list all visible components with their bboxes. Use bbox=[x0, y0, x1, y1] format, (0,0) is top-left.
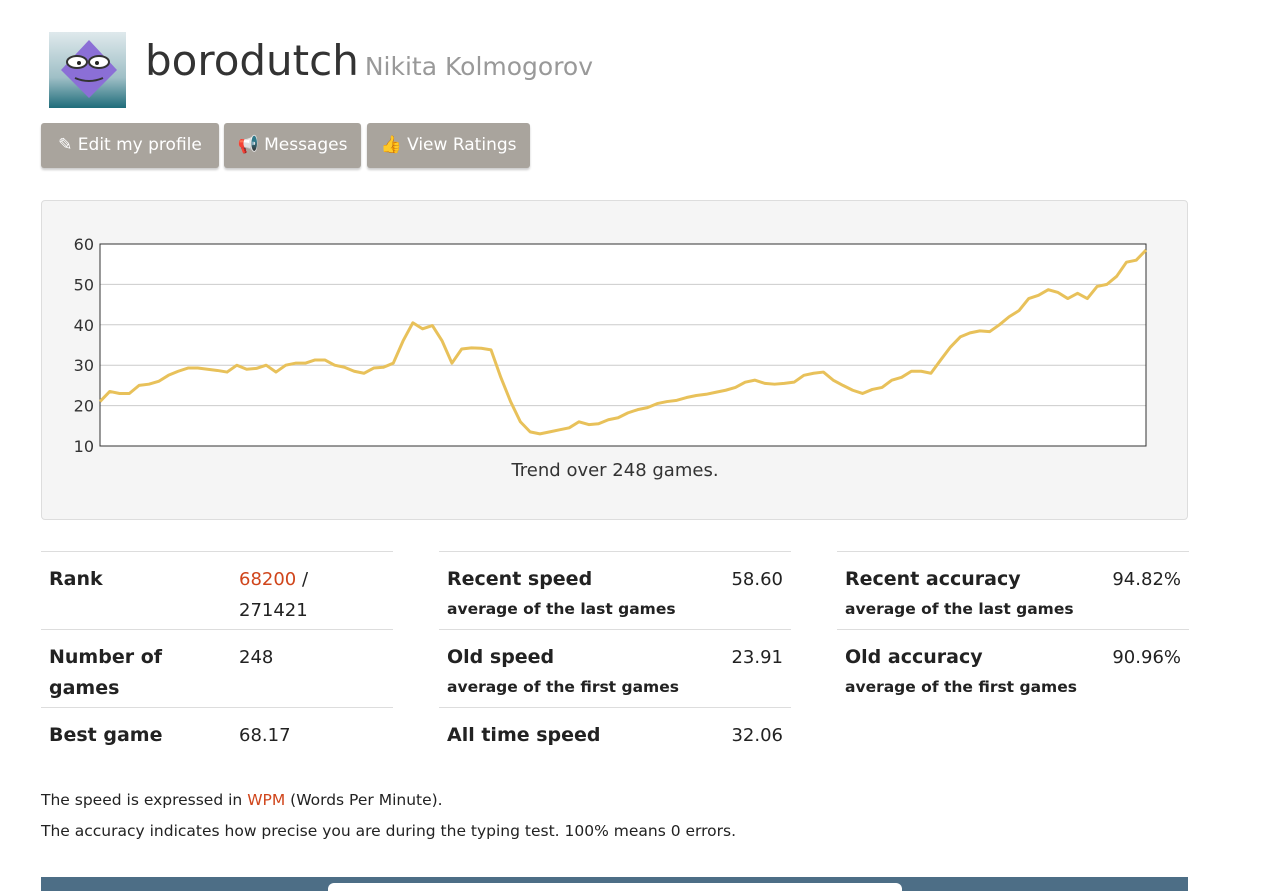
rank-total: 271421 bbox=[239, 600, 308, 621]
stat-label: Best game bbox=[49, 724, 163, 746]
stat-row: Number of games 248 bbox=[41, 629, 393, 707]
stat-label: Old speed bbox=[447, 646, 555, 668]
stat-row: Old speed average of the first games 23.91 bbox=[439, 629, 791, 707]
stat-label: Number of games bbox=[49, 646, 163, 699]
stat-value: 58.60 bbox=[731, 569, 783, 590]
stats-column: Rank 68200 / 271421 Number of games 248 Be… bbox=[41, 551, 393, 785]
plot-border bbox=[99, 243, 1147, 447]
stat-value: 248 bbox=[239, 647, 274, 668]
button-label: Edit my profile bbox=[77, 135, 202, 155]
stat-note: average of the last games bbox=[845, 600, 1074, 618]
footer-text: (Words Per Minute). bbox=[290, 791, 443, 809]
stat-note: average of the first games bbox=[845, 678, 1077, 696]
button-label: View Ratings bbox=[407, 135, 517, 155]
stats-column: Recent accuracy average of the last games… bbox=[837, 551, 1189, 707]
stat-row: Old accuracy average of the first games 90… bbox=[837, 629, 1189, 707]
messages-button[interactable]: 📢 Messages bbox=[224, 123, 361, 168]
footer-line: The speed is expressed in WPM (Words Per… bbox=[41, 791, 443, 809]
chart: Trend over 248 games. 10 20 30 40 50 60 bbox=[74, 235, 1148, 481]
map-strip bbox=[41, 877, 1188, 891]
stat-label: Recent speed bbox=[447, 568, 593, 590]
stat-value: 23.91 bbox=[731, 647, 783, 668]
stat-row: All time speed 32.06 bbox=[439, 707, 791, 785]
stat-value: 32.06 bbox=[731, 725, 783, 746]
stat-value: 90.96% bbox=[1112, 647, 1181, 668]
username-text: borodutch bbox=[145, 36, 359, 85]
stat-label: All time speed bbox=[447, 724, 601, 746]
stat-label: Rank bbox=[49, 568, 103, 590]
footer-text: The speed is expressed in bbox=[41, 791, 243, 809]
edit-button[interactable]: ✎ Edit my profile bbox=[41, 123, 219, 168]
stat-value: 68.17 bbox=[239, 725, 291, 746]
footer-line: The accuracy indicates how precise you a… bbox=[41, 822, 737, 840]
y-tick-label: 20 bbox=[74, 397, 94, 416]
stat-label: Recent accuracy bbox=[845, 568, 1021, 590]
stat-label: Old accuracy bbox=[845, 646, 983, 668]
y-tick-label: 50 bbox=[74, 275, 94, 294]
rank-separator: / bbox=[302, 569, 309, 590]
stat-row: Recent speed average of the last games 58.… bbox=[439, 551, 791, 629]
stat-row: Rank 68200 / 271421 bbox=[41, 551, 393, 629]
y-tick-label: 10 bbox=[74, 437, 94, 456]
chart-caption: Trend over 248 games. bbox=[510, 460, 718, 481]
wpm-link[interactable]: WPM bbox=[247, 791, 286, 809]
y-tick-label: 30 bbox=[74, 356, 94, 375]
stat-row: Best game 68.17 bbox=[41, 707, 393, 785]
stats-column: Recent speed average of the last games 58.… bbox=[439, 551, 791, 785]
rank-link[interactable]: 68200 bbox=[239, 569, 297, 590]
avatar bbox=[49, 32, 126, 108]
username: borodutch Nikita Kolmogorov bbox=[145, 36, 593, 85]
ratings-button[interactable]: 👍 View Ratings bbox=[367, 123, 530, 168]
y-tick-label: 60 bbox=[74, 235, 94, 254]
stat-note: average of the first games bbox=[447, 678, 679, 696]
stat-row: Recent accuracy average of the last games… bbox=[837, 551, 1189, 629]
button-label: Messages bbox=[264, 135, 348, 155]
stat-value: 94.82% bbox=[1112, 569, 1181, 590]
real-name: Nikita Kolmogorov bbox=[364, 52, 594, 81]
trend-line bbox=[98, 249, 1148, 436]
stat-note: average of the last games bbox=[447, 600, 676, 618]
y-tick-label: 40 bbox=[74, 316, 94, 335]
